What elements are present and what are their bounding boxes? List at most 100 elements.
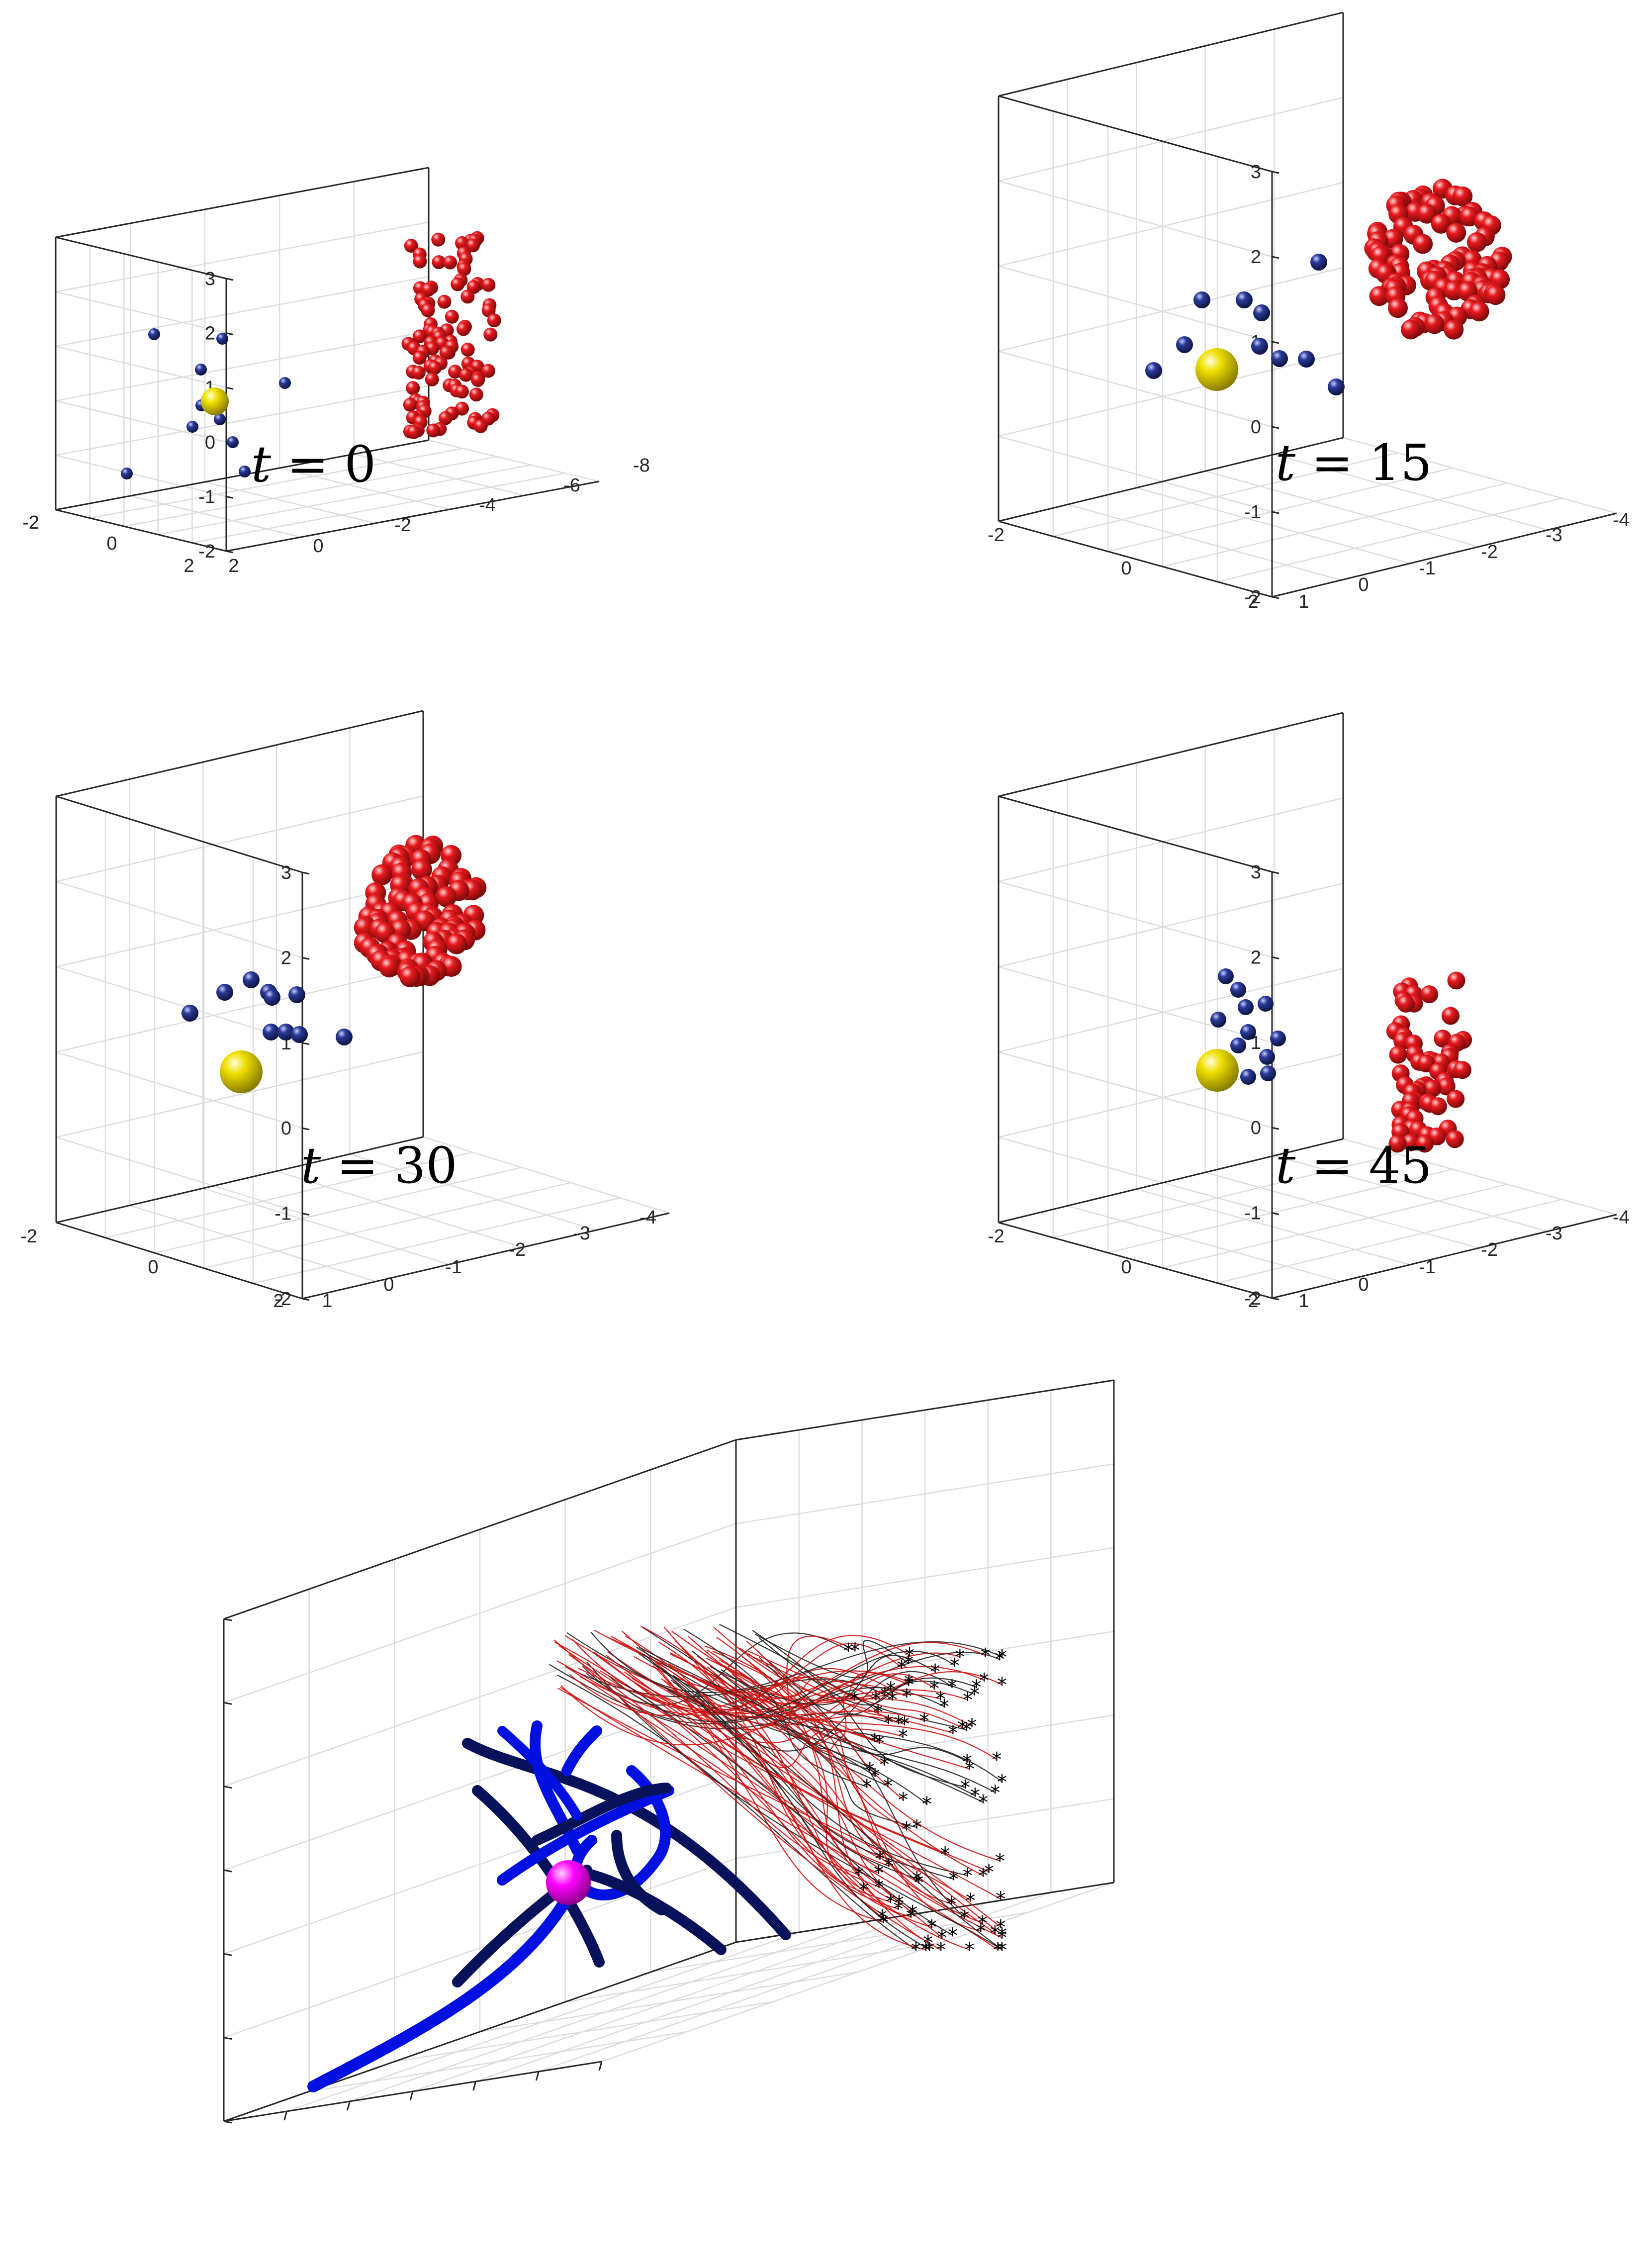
leader-agent — [1196, 1049, 1239, 1092]
y-tick-label: -3 — [573, 1223, 590, 1244]
gridline — [1136, 1188, 1410, 1266]
red-agent — [1389, 1045, 1407, 1064]
gridline — [202, 1188, 450, 1265]
trajectory — [758, 1637, 975, 1706]
red-agent — [412, 329, 427, 344]
leader-sphere — [1195, 348, 1238, 391]
trajectory — [718, 1662, 904, 1800]
gridline — [56, 965, 424, 1053]
blue-trajectory — [561, 1725, 602, 1776]
trajectory — [624, 1635, 910, 1711]
blue-trajectory — [497, 1726, 582, 1820]
leader-sphere — [1196, 1049, 1239, 1092]
y-tick-label: -4 — [479, 495, 496, 516]
tick-mark — [535, 2071, 540, 2081]
red-agent — [1434, 1030, 1452, 1048]
initial-position-marker: * — [948, 1924, 958, 1947]
trajectory — [560, 1687, 999, 1950]
tick-mark — [223, 1618, 232, 1621]
blue-agent — [1230, 1038, 1246, 1053]
initial-position-marker: * — [997, 1924, 1007, 1947]
initial-position-marker: * — [996, 1916, 1005, 1939]
z-tick-label: -2 — [198, 541, 215, 562]
gridline — [998, 435, 1273, 513]
z-tick-label: 3 — [1251, 862, 1261, 883]
trajectory — [713, 1627, 1003, 1700]
trajectory — [754, 1633, 909, 1679]
red-swarm — [401, 231, 501, 439]
trajectory — [673, 1675, 1003, 1950]
tick-mark — [223, 1869, 232, 1873]
initial-position-marker: * — [972, 1676, 982, 1699]
blue-agents — [121, 328, 291, 479]
trajectory — [721, 1635, 855, 1730]
red-agent — [436, 886, 457, 907]
trajectory — [644, 1677, 1003, 1935]
y-tick-label: 0 — [1358, 1274, 1369, 1295]
initial-position-marker: * — [993, 1939, 1003, 1962]
time-label: t = 45 — [1276, 1136, 1432, 1195]
box-edge — [998, 437, 1344, 522]
z-tick-label: -2 — [274, 1289, 291, 1310]
red-agent — [445, 309, 459, 324]
tick-mark — [226, 332, 234, 336]
gridline — [56, 795, 424, 882]
red-agent — [413, 254, 427, 269]
tick-mark — [226, 550, 234, 554]
box-edge — [998, 712, 1344, 797]
tick-mark — [302, 1042, 310, 1045]
initial-position-marker: * — [997, 1646, 1007, 1669]
box-edge — [56, 710, 424, 797]
trajectory — [663, 1680, 941, 1744]
grid — [998, 11, 1617, 598]
blue-agent — [279, 377, 291, 389]
initial-position-marker: * — [978, 1865, 988, 1888]
red-agent — [473, 419, 488, 433]
gridline — [423, 1136, 670, 1214]
initial-position-marker: * — [950, 1654, 960, 1677]
blue-agents — [1145, 254, 1345, 395]
y-tick-label: 1 — [1298, 1291, 1309, 1312]
trajectory — [610, 1635, 889, 1867]
blue-agent — [291, 1026, 308, 1043]
gridline — [279, 467, 451, 510]
trajectory — [625, 1684, 953, 1936]
initial-position-marker: * — [854, 1864, 864, 1887]
red-agent — [1417, 203, 1437, 224]
leader-sphere — [220, 1050, 263, 1093]
gridline — [998, 881, 1273, 958]
grid — [223, 1379, 1115, 2122]
red-trajectories — [549, 1623, 1003, 1951]
initial-position-marker: * — [902, 1818, 912, 1841]
red-agent — [446, 933, 467, 954]
red-agent — [451, 277, 465, 291]
box-edge — [55, 236, 227, 280]
blue-agent — [336, 1029, 353, 1045]
gridline — [1274, 454, 1548, 531]
blue-agent — [1270, 1031, 1286, 1046]
gridline — [350, 1153, 596, 1231]
red-agent — [1447, 1090, 1465, 1108]
blue-agent — [1253, 304, 1270, 321]
box-edge — [735, 1379, 1114, 1441]
initial-position-marker: * — [978, 1791, 988, 1814]
box-edge — [56, 1222, 303, 1300]
initial-position-marker: * — [977, 1912, 987, 1935]
grid — [55, 710, 670, 1300]
z-tick-label: 2 — [205, 323, 215, 344]
gridline — [105, 1151, 473, 1238]
trajectory — [769, 1676, 968, 1762]
tick-mark — [302, 956, 310, 960]
gridline — [55, 455, 227, 497]
blue-agents — [182, 971, 353, 1045]
tick-mark — [223, 1953, 232, 1956]
axes-box — [998, 11, 1617, 599]
x-tick-label: -2 — [988, 525, 1004, 546]
initial-position-marker: * — [963, 1689, 973, 1711]
red-agent — [1469, 301, 1489, 322]
gridline — [55, 330, 429, 402]
blue-agent — [1259, 1049, 1275, 1065]
